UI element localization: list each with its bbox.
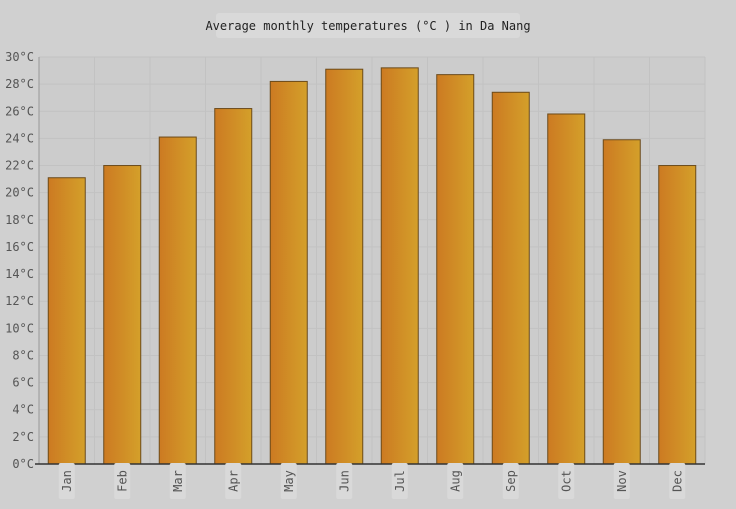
x-tick-bg	[58, 463, 75, 499]
x-tick-bg	[502, 463, 519, 499]
x-tick-label: Apr	[226, 470, 240, 492]
bar-oct	[547, 113, 586, 465]
x-tick-label: Oct	[559, 470, 573, 492]
bar-jun	[325, 68, 364, 465]
bar-mar	[158, 136, 197, 465]
x-tick-label: Feb	[115, 470, 129, 492]
x-tick-bg	[613, 463, 630, 499]
x-tick-labels: Jan Feb Mar Apr May Jun Jul Aug Sep Oct Nov Dec	[58, 463, 686, 499]
x-tick-bg	[391, 463, 408, 499]
x-tick-bg	[669, 463, 686, 499]
y-tick-label: 10°C	[5, 321, 34, 335]
bar-may	[269, 80, 308, 465]
y-tick-label: 4°C	[12, 403, 34, 417]
y-tick-label: 16°C	[5, 240, 34, 254]
y-tick-label: 8°C	[12, 348, 34, 362]
bar-dec	[658, 165, 697, 465]
x-tick-bg	[280, 463, 297, 499]
bar-jul	[380, 67, 419, 465]
x-tick-bg	[336, 463, 353, 499]
y-tick-label: 20°C	[5, 186, 34, 200]
x-tick-label: Sep	[504, 470, 518, 492]
y-tick-label: 26°C	[5, 104, 34, 118]
chart-title: Average monthly temperatures (°C ) in Da…	[205, 13, 531, 38]
y-tick-labels: 0°C 2°C 4°C 6°C 8°C 10°C 12°C 14°C 16°C 18°C 20°C 2…	[5, 50, 34, 471]
x-tick-label: Jun	[337, 470, 351, 492]
y-tick-label: 0°C	[12, 457, 34, 471]
bar-jan	[47, 177, 86, 465]
x-tick-bg	[114, 463, 131, 499]
x-tick-label: Jan	[60, 470, 74, 492]
x-tick-label: Mar	[171, 470, 185, 492]
y-tick-label: 28°C	[5, 77, 34, 91]
axes	[35, 57, 705, 465]
x-tick-label: May	[282, 470, 296, 492]
y-tick-label: 2°C	[12, 430, 34, 444]
y-tick-label: 6°C	[12, 376, 34, 390]
bar-feb	[103, 165, 142, 465]
bar-sep	[491, 91, 530, 465]
x-tick-label: Jul	[393, 470, 407, 492]
x-tick-bg	[447, 463, 464, 499]
x-tick-bg	[225, 463, 242, 499]
bar-aug	[436, 74, 475, 465]
y-tick-label: 24°C	[5, 131, 34, 145]
x-tick-bg	[558, 463, 575, 499]
bar-nov	[602, 139, 641, 465]
bar-apr	[214, 108, 253, 465]
y-tick-label: 14°C	[5, 267, 34, 281]
y-tick-label: 30°C	[5, 50, 34, 64]
x-tick-label: Dec	[670, 470, 684, 492]
y-tick-label: 12°C	[5, 294, 34, 308]
x-tick-bg	[169, 463, 186, 499]
y-tick-label: 18°C	[5, 213, 34, 227]
y-tick-label: 22°C	[5, 159, 34, 173]
bars	[47, 67, 697, 465]
x-tick-label: Aug	[448, 470, 462, 492]
x-tick-label: Nov	[615, 470, 629, 492]
